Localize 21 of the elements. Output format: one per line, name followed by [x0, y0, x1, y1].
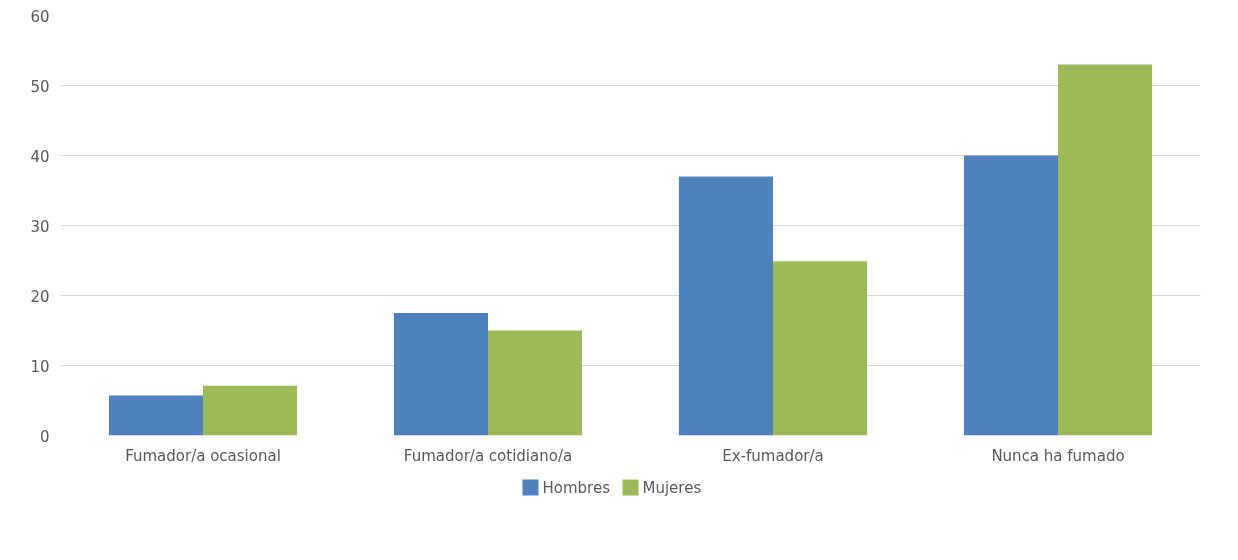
y-tick-label: 0: [39, 427, 50, 446]
bar: [393, 313, 488, 436]
bar: [678, 176, 773, 436]
y-tick-label: 10: [30, 357, 50, 376]
y-tick-label: 40: [30, 147, 50, 166]
x-tick-label: Ex-fumador/a: [722, 446, 824, 465]
bar: [773, 261, 868, 436]
bar: [108, 395, 203, 436]
bar: [488, 330, 583, 436]
x-tick-label: Fumador/a cotidiano/a: [403, 446, 573, 465]
bar: [203, 385, 298, 436]
legend-label: Hombres: [542, 478, 611, 497]
y-tick-label: 50: [30, 77, 50, 96]
x-tick-label: Fumador/a ocasional: [125, 446, 281, 465]
x-tick-label: Nunca ha fumado: [991, 446, 1125, 465]
legend-label: Mujeres: [642, 478, 702, 497]
y-tick-label: 30: [30, 217, 50, 236]
y-tick-label: 20: [30, 287, 50, 306]
bar: [963, 155, 1058, 436]
bar: [1058, 64, 1153, 436]
y-tick-label: 60: [30, 7, 50, 26]
